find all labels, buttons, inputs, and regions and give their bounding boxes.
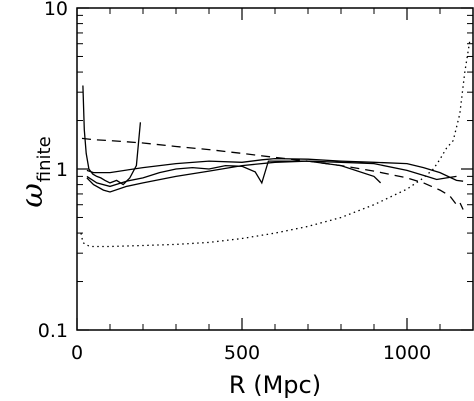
x-axis-title: R (Mpc) [229, 371, 321, 399]
x-tick-label: 1000 [383, 342, 431, 364]
y-tick-label: 1 [56, 159, 68, 181]
y-axis-title-main: ω [15, 183, 50, 207]
y-axis-title: ωfinite [15, 136, 55, 207]
x-tick-label: 0 [71, 342, 83, 364]
series-line-2 [86, 157, 464, 182]
y-tick-label: 0.1 [38, 320, 68, 342]
svg-text:ωfinite: ωfinite [15, 136, 55, 207]
series-line-5 [81, 137, 464, 210]
series-layer [80, 41, 471, 248]
series-line-1 [82, 85, 142, 186]
tick-layer: 0 500 1000 0.1 1 10 [38, 0, 473, 364]
y-axis-title-sub: finite [34, 136, 55, 182]
series-line-4 [86, 160, 457, 193]
series-line-6 [80, 41, 471, 248]
x-tick-label: 500 [224, 342, 260, 364]
y-tick-label: 10 [44, 0, 68, 20]
